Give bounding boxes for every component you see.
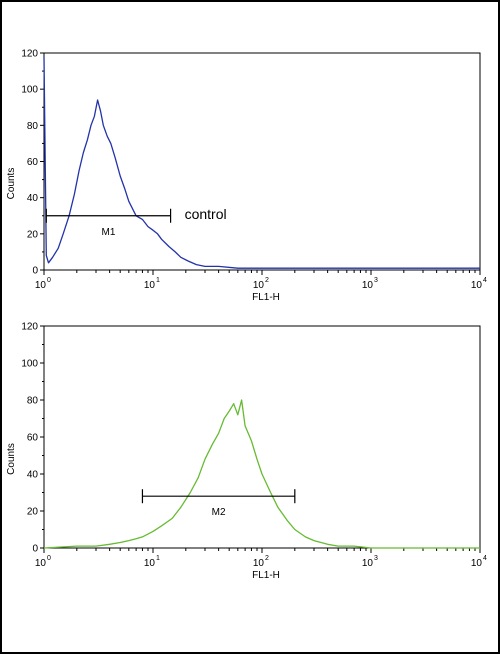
x-tick-label-exponent: 0 bbox=[47, 555, 51, 562]
x-tick-label-exponent: 4 bbox=[483, 277, 487, 284]
x-tick-label-base: 10 bbox=[144, 280, 156, 291]
x-tick-label-base: 10 bbox=[35, 558, 47, 569]
x-tick-label-exponent: 3 bbox=[374, 277, 378, 284]
y-tick-label: 100 bbox=[21, 85, 38, 96]
x-tick-label-exponent: 1 bbox=[156, 277, 160, 284]
x-tick-label-base: 10 bbox=[253, 558, 265, 569]
panel-annotation: control bbox=[185, 206, 227, 222]
y-tick-label: 60 bbox=[27, 433, 39, 444]
x-tick-label-exponent: 3 bbox=[374, 555, 378, 562]
x-tick-label-base: 10 bbox=[144, 558, 156, 569]
y-tick-label: 60 bbox=[27, 157, 39, 168]
y-tick-label: 20 bbox=[27, 507, 39, 518]
gate-marker-label: M2 bbox=[212, 507, 226, 518]
plot-area-frame bbox=[43, 325, 481, 549]
y-tick-label: 100 bbox=[21, 359, 38, 370]
y-tick-label: 120 bbox=[21, 49, 38, 60]
x-tick-label-exponent: 4 bbox=[483, 555, 487, 562]
x-tick-label-exponent: 2 bbox=[265, 277, 269, 284]
y-tick-label: 120 bbox=[21, 322, 38, 333]
histogram-series-line bbox=[43, 56, 480, 269]
x-tick-label-exponent: 2 bbox=[265, 555, 269, 562]
x-tick-label-base: 10 bbox=[253, 280, 265, 291]
y-axis-label: Counts bbox=[6, 443, 17, 475]
y-tick-label: 0 bbox=[32, 266, 38, 277]
y-axis-label: Counts bbox=[6, 168, 17, 200]
y-tick-label: 40 bbox=[27, 470, 39, 481]
y-tick-label: 80 bbox=[27, 396, 39, 407]
y-tick-label: 40 bbox=[27, 193, 39, 204]
gate-marker-label: M1 bbox=[101, 227, 115, 238]
x-tick-label-base: 10 bbox=[471, 280, 483, 291]
x-axis-label: FL1-H bbox=[252, 570, 280, 581]
x-tick-label-base: 10 bbox=[471, 558, 483, 569]
x-tick-label-exponent: 1 bbox=[156, 555, 160, 562]
x-tick-label-base: 10 bbox=[362, 558, 374, 569]
x-tick-label-base: 10 bbox=[35, 280, 47, 291]
x-tick-label-base: 10 bbox=[362, 280, 374, 291]
histogram-series-line bbox=[43, 399, 480, 549]
x-axis-label: FL1-H bbox=[252, 292, 280, 303]
y-tick-label: 0 bbox=[32, 544, 38, 555]
y-tick-label: 80 bbox=[27, 121, 39, 132]
x-tick-label-exponent: 0 bbox=[47, 277, 51, 284]
y-tick-label: 20 bbox=[27, 229, 39, 240]
